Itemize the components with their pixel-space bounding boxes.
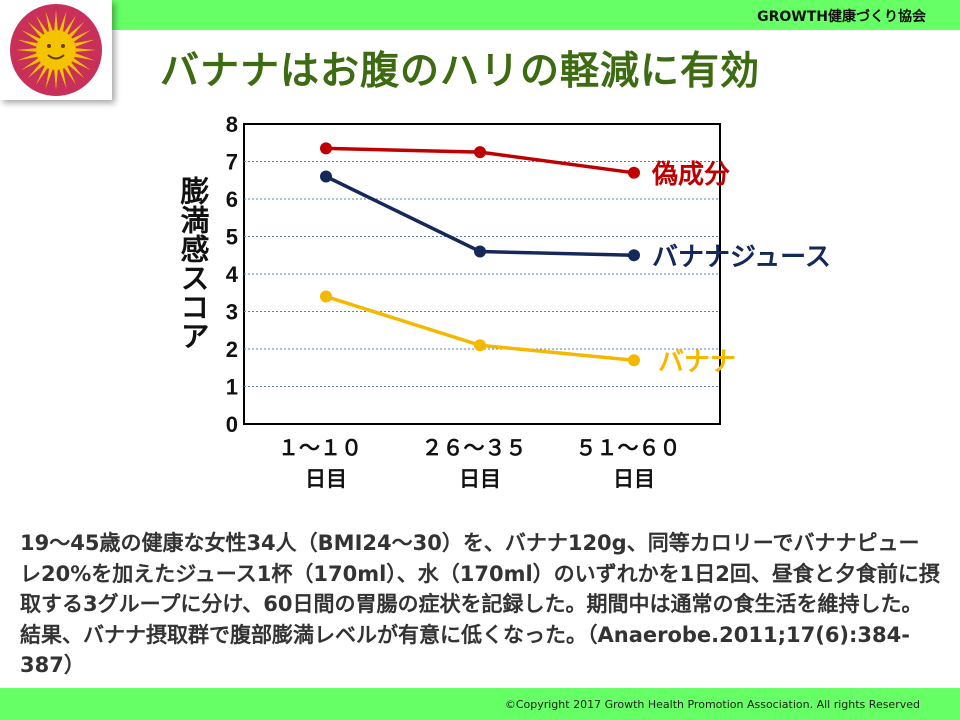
line-chart: 0 1 2 3 4 5 6 7 8 １～１０ 日目 ２６～３５ 日目 ５１～６０ 日目 偽成分バナナジュー… xyxy=(226,112,831,491)
x-tick-label: ２６～３５ xyxy=(422,436,527,460)
data-point xyxy=(320,290,332,303)
series-label: 偽成分 xyxy=(651,160,730,190)
data-point xyxy=(628,249,640,262)
logo xyxy=(0,0,112,100)
header-bar xyxy=(0,0,960,30)
x-tick-label: 日目 xyxy=(459,467,501,491)
y-tick-label: 0 xyxy=(226,412,238,437)
copyright-text: ©Copyright 2017 Growth Health Promotion … xyxy=(504,698,920,711)
sun-logo-icon xyxy=(10,4,102,96)
y-tick-label: 2 xyxy=(226,337,238,362)
study-description: 19～45歳の健康な女性34人（BMI24～30）を、バナナ120g、同等カロリ… xyxy=(20,531,940,677)
y-tick-label: 6 xyxy=(226,187,238,212)
data-point xyxy=(474,339,486,352)
x-tick-label: 日目 xyxy=(613,467,655,491)
series-label: バナナ xyxy=(658,347,736,377)
y-axis-label: 膨満感スコア xyxy=(176,176,210,350)
data-point xyxy=(474,245,486,258)
y-tick-label: 3 xyxy=(226,300,238,325)
organization-name: GROWTH健康づくり協会 xyxy=(757,9,926,25)
data-point xyxy=(320,142,332,155)
footer-bar xyxy=(0,688,960,720)
x-tick-label: １～１０ xyxy=(278,436,362,460)
data-point xyxy=(474,146,486,159)
x-tick-label: ５１～６０ xyxy=(576,436,681,460)
y-tick-label: 1 xyxy=(226,375,238,400)
data-point xyxy=(628,354,640,367)
x-tick-label: 日目 xyxy=(305,467,347,491)
page-title: バナナはお腹のハリの軽減に有効 xyxy=(160,49,761,94)
y-tick-label: 4 xyxy=(226,262,239,287)
y-tick-label: 8 xyxy=(226,112,238,137)
series-label: バナナジュース xyxy=(652,242,831,272)
y-tick-label: 7 xyxy=(226,150,238,175)
y-tick-label: 5 xyxy=(226,225,238,250)
data-point xyxy=(320,170,332,183)
data-point xyxy=(628,166,640,179)
